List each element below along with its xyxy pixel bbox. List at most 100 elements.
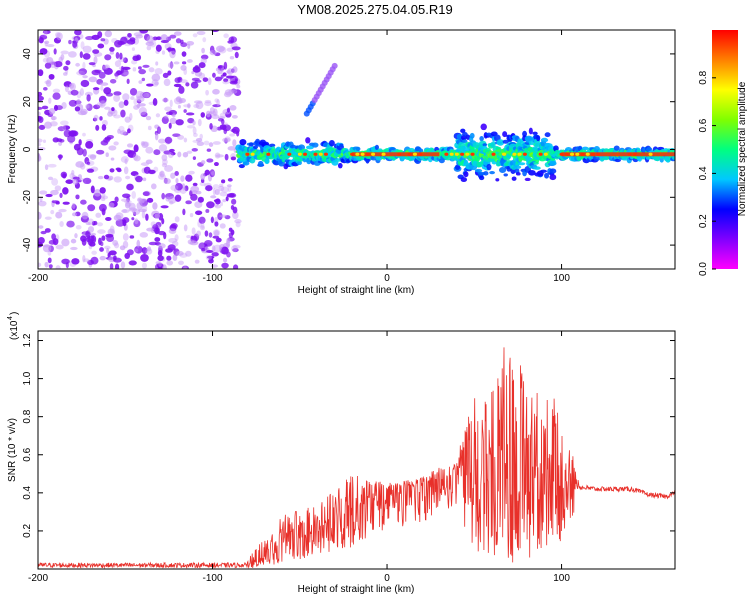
noise-blob [134, 218, 139, 225]
y-tick-label: -40 [22, 237, 33, 252]
noise-blob [191, 71, 195, 75]
noise-blob [223, 61, 228, 70]
chart-title: YM08.2025.275.04.05.R19 [297, 2, 452, 17]
band-blob [474, 168, 483, 173]
noise-blob [190, 185, 200, 193]
noise-blob [78, 68, 88, 75]
noise-blob [122, 209, 128, 213]
noise-blob [173, 61, 180, 65]
noise-blob [123, 99, 129, 106]
noise-blob [91, 250, 97, 255]
noise-blob [38, 106, 43, 111]
noise-blob [200, 225, 205, 231]
noise-blob [68, 99, 78, 107]
noise-blob [105, 216, 112, 221]
noise-blob [138, 103, 146, 107]
noise-blob [218, 46, 227, 54]
noise-blob [227, 40, 234, 44]
noise-blob [186, 235, 191, 239]
noise-blob [196, 230, 201, 237]
noise-blob [114, 60, 122, 68]
noise-blob [223, 78, 229, 83]
noise-blob [145, 159, 153, 164]
noise-blob [86, 168, 95, 173]
noise-blob [174, 77, 182, 84]
noise-blob [213, 162, 219, 167]
noise-blob [208, 232, 213, 238]
band-blob [544, 132, 551, 138]
noise-blob [199, 133, 203, 140]
noise-blob [96, 149, 105, 155]
band-hotspot [245, 152, 250, 156]
noise-blob [66, 220, 75, 228]
band-hotspot [564, 152, 569, 156]
noise-blob [192, 33, 198, 38]
noise-blob [40, 230, 47, 235]
noise-blob [55, 265, 61, 269]
noise-blob [67, 134, 76, 143]
noise-blob [175, 38, 182, 44]
noise-blob [94, 69, 102, 74]
noise-blob [85, 221, 91, 226]
noise-blob [178, 260, 184, 265]
band-hotspot [449, 152, 454, 156]
noise-blob [145, 146, 154, 154]
band-blob [337, 162, 343, 169]
noise-blob [122, 93, 130, 101]
noise-blob [38, 37, 44, 44]
noise-blob [160, 34, 168, 42]
noise-blob [82, 177, 92, 185]
noise-blob [162, 72, 169, 79]
noise-blob [218, 185, 225, 192]
noise-blob [133, 104, 140, 110]
noise-blob [161, 218, 165, 225]
noise-blob [109, 263, 114, 269]
noise-blob [142, 191, 150, 197]
noise-blob [114, 39, 123, 48]
noise-blob [134, 248, 139, 253]
band-blob [502, 139, 509, 144]
band-hotspot [365, 152, 370, 156]
noise-blob [87, 226, 95, 233]
noise-blob [50, 209, 55, 215]
noise-blob [104, 30, 113, 38]
band-hotspot [575, 152, 580, 156]
y-tick-label: -20 [22, 190, 33, 205]
noise-blob [174, 171, 179, 176]
band-blob [355, 146, 361, 152]
noise-blob [112, 239, 119, 246]
noise-blob [175, 250, 184, 256]
noise-blob [181, 61, 187, 65]
noise-blob [231, 126, 240, 134]
band-blob [517, 162, 526, 166]
noise-blob [46, 44, 55, 48]
noise-blob [54, 61, 63, 68]
noise-blob [55, 105, 63, 111]
noise-blob [205, 255, 212, 261]
noise-blob [39, 190, 48, 195]
noise-blob [204, 230, 209, 237]
noise-blob [100, 100, 107, 107]
noise-blob [62, 187, 69, 195]
band-blob [248, 142, 254, 147]
noise-blob [104, 54, 112, 61]
noise-blob [122, 217, 130, 224]
noise-blob [226, 184, 232, 188]
noise-blob [232, 66, 238, 73]
noise-blob [85, 230, 91, 238]
noise-blob [209, 257, 214, 261]
noise-blob [228, 227, 233, 232]
noise-blob [209, 107, 215, 114]
noise-blob [58, 208, 67, 213]
noise-blob [51, 178, 59, 186]
noise-blob [192, 132, 198, 138]
band-hotspot [360, 152, 365, 156]
noise-blob [228, 89, 238, 94]
noise-blob [84, 91, 93, 97]
noise-blob [109, 46, 115, 52]
band-blob [239, 139, 247, 146]
noise-blob [214, 230, 220, 237]
band-blob [524, 135, 533, 141]
noise-blob [226, 251, 231, 258]
band-blob [515, 172, 521, 176]
